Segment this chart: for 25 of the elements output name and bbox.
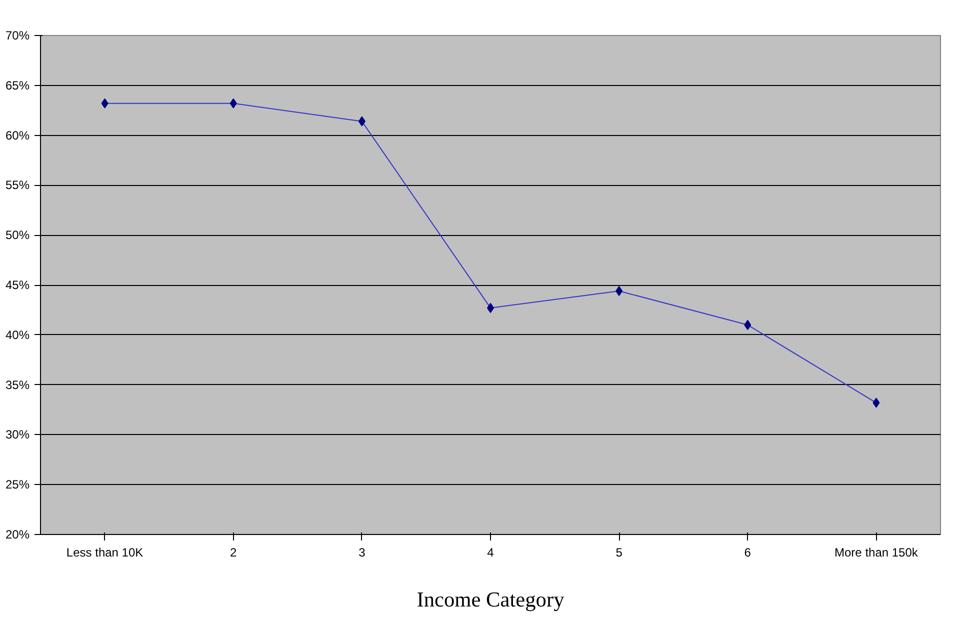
y-tick-label: 70% bbox=[5, 28, 30, 42]
y-tick-label: 40% bbox=[5, 328, 30, 342]
x-tick-label: More than 150k bbox=[834, 546, 919, 560]
x-tick-label: 4 bbox=[487, 546, 494, 560]
y-tick-label: 30% bbox=[5, 428, 30, 442]
point bbox=[616, 286, 623, 296]
y-tick-label: 25% bbox=[5, 478, 30, 492]
y-tick-label: 20% bbox=[5, 528, 30, 542]
y-tick-label: 35% bbox=[5, 378, 30, 392]
x-axis-title: Income Category bbox=[416, 588, 565, 612]
y-tick-label: 55% bbox=[5, 178, 30, 192]
y-tick-label: 65% bbox=[5, 78, 30, 92]
x-tick-label: 5 bbox=[616, 546, 623, 560]
x-tick-label: 3 bbox=[358, 546, 366, 560]
point bbox=[872, 398, 880, 408]
point bbox=[230, 98, 237, 108]
point bbox=[101, 98, 108, 108]
point bbox=[358, 116, 366, 126]
x-tick-label: Less than 10K bbox=[66, 546, 144, 560]
y-tick-label: 45% bbox=[5, 278, 30, 292]
y-tick-label: 60% bbox=[5, 128, 30, 142]
x-tick-label: 2 bbox=[230, 546, 238, 560]
y-tick-label: 50% bbox=[5, 228, 30, 242]
point bbox=[744, 320, 752, 330]
x-tick-label: 6 bbox=[744, 546, 752, 560]
